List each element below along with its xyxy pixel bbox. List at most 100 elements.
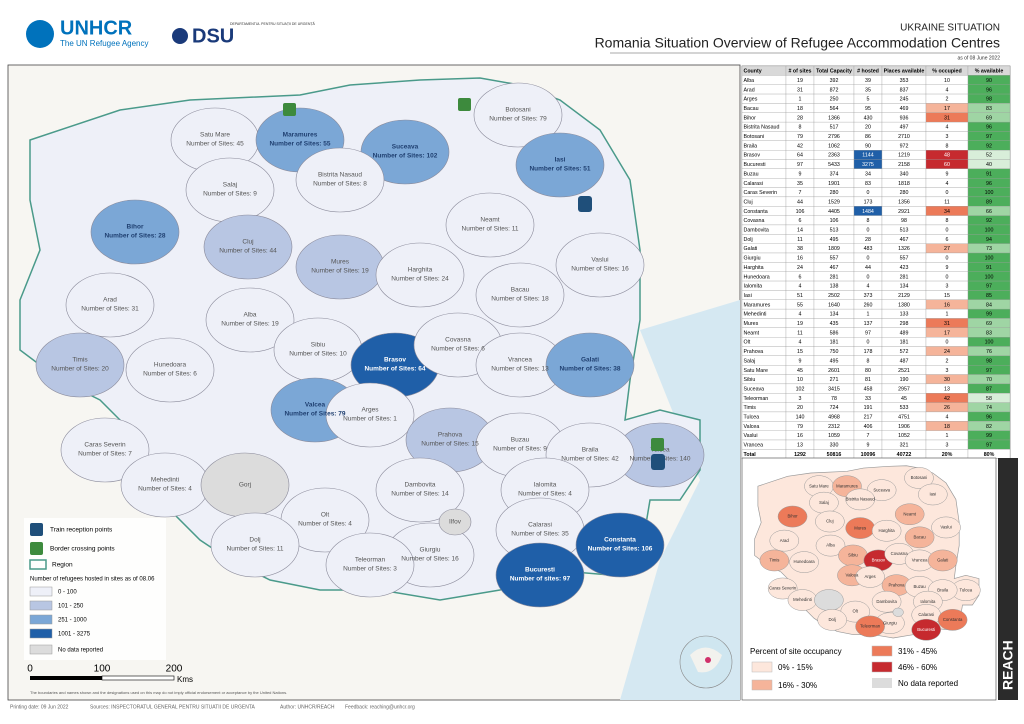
legend-train xyxy=(30,523,43,536)
train-icon xyxy=(651,454,665,470)
table-text: 2129 xyxy=(898,293,910,299)
minimap-label: Arges xyxy=(865,574,876,579)
table-text: 10096 xyxy=(861,452,876,458)
minimap-county xyxy=(918,483,948,506)
minimap-county xyxy=(871,590,902,613)
county-name: Cluj xyxy=(242,239,253,246)
table-text: 0 xyxy=(946,190,949,196)
table-text: 330 xyxy=(830,443,839,449)
county-sites: Number of Sites: 79 xyxy=(489,116,547,123)
table-text: 96 xyxy=(986,125,992,131)
county-sites: Number of Sites: 31 xyxy=(81,306,139,313)
county xyxy=(555,232,645,298)
icons xyxy=(283,98,665,470)
table-text: 0 xyxy=(946,256,949,262)
minimap-label: Vrancea xyxy=(912,558,928,563)
table-text: 4 xyxy=(946,87,949,93)
county-name: Covasna xyxy=(445,337,471,344)
table-text: Constanta xyxy=(744,209,768,215)
table-text: Iasi xyxy=(744,293,752,299)
minimap-label: Constanta xyxy=(943,617,963,622)
table-text: Prahova xyxy=(744,349,764,355)
table-text: 69 xyxy=(986,321,992,327)
legend-text: 16% - 30% xyxy=(778,681,817,690)
table-text: 91 xyxy=(986,171,992,177)
county-sites: Number of Sites: 42 xyxy=(561,456,619,463)
table-text: 260 xyxy=(864,302,873,308)
border-icon xyxy=(458,98,471,111)
table-text: 9 xyxy=(946,171,949,177)
table-text: 96 xyxy=(986,181,992,187)
table-text: 495 xyxy=(830,358,839,364)
border-icon xyxy=(283,103,296,116)
scale-seg xyxy=(30,676,102,680)
table-text: 78 xyxy=(831,396,837,402)
minimap-county xyxy=(937,609,968,631)
table-text: 97 xyxy=(986,284,992,290)
county-sites: Number of Sites: 16 xyxy=(571,266,629,273)
table-text: 19 xyxy=(797,321,803,327)
county xyxy=(35,332,125,398)
table-text: Teleorman xyxy=(744,396,769,402)
minimap-county xyxy=(777,505,808,528)
minimap-label: Mures xyxy=(854,525,866,530)
footer-text: Feedback: reaching@unhcr.org xyxy=(345,704,415,710)
table-text: 271 xyxy=(830,377,839,383)
county-name: Caras Severin xyxy=(84,442,126,449)
table-text: Caras Severin xyxy=(744,190,778,196)
county-name: Brasov xyxy=(384,357,406,364)
minimap-county xyxy=(814,589,844,611)
table-text: 40722 xyxy=(897,452,912,458)
county-name: Alba xyxy=(243,312,256,319)
county-name: Calarasi xyxy=(528,522,552,529)
county-sites: Number of Sites: 4 xyxy=(298,521,352,528)
table-text: 55 xyxy=(797,302,803,308)
legend-region xyxy=(29,559,47,570)
county-sites: Number of Sites: 11 xyxy=(462,226,519,233)
county-sites: Number of Sites: 79 xyxy=(284,411,345,418)
table-text: 936 xyxy=(900,115,909,121)
minimap-legend: Percent of site occupancy 0% - 15% 16% - … xyxy=(750,645,958,691)
table-text: 74 xyxy=(986,405,992,411)
table-text: 374 xyxy=(830,171,839,177)
table-text: 1292 xyxy=(794,452,806,458)
table-text: 96 xyxy=(986,415,992,421)
county-sites: Number of Sites: 45 xyxy=(186,141,244,148)
minimap-label: Botosani xyxy=(911,475,928,480)
table-text: Calarasi xyxy=(744,181,763,187)
table-text: 467 xyxy=(900,237,909,243)
county-sites: Number of Sites: 51 xyxy=(529,166,590,173)
table-text: 11 xyxy=(944,199,950,205)
legend-swatch xyxy=(871,661,893,673)
table-text: 98 xyxy=(986,97,992,103)
minimap-county xyxy=(894,503,925,526)
footer: Printing date: 09 Jun 2022 Sources: INSP… xyxy=(10,704,415,710)
table-text: 80 xyxy=(865,368,871,374)
county-sites: Number of Sites: 13 xyxy=(491,366,549,373)
table-text: Bistrita Nasaud xyxy=(744,125,780,131)
county xyxy=(203,214,293,280)
minimap-label: Salaj xyxy=(819,500,829,505)
table-text: 66 xyxy=(986,209,992,215)
table-text: 17 xyxy=(944,330,950,336)
county xyxy=(205,287,295,353)
table-text: 5 xyxy=(867,97,870,103)
legend-text: Region xyxy=(52,562,73,569)
minimap-label: Covasna xyxy=(891,551,909,556)
minimap-label: Arad xyxy=(780,538,790,543)
legend-text: 0 - 100 xyxy=(58,590,77,596)
table-text: 91 xyxy=(986,265,992,271)
county xyxy=(375,457,465,523)
table-text: 10 xyxy=(797,377,803,383)
county-name: Mehedinti xyxy=(151,477,179,484)
table-text: 18 xyxy=(797,106,803,112)
county-name: Dolj xyxy=(249,537,260,544)
table-text: Arad xyxy=(744,87,755,93)
legend-text: 31% - 45% xyxy=(898,647,937,656)
table-text: County xyxy=(744,69,762,75)
legend-text: 251 - 1000 xyxy=(58,618,87,624)
table-text: Ialomita xyxy=(744,284,763,290)
county-name: Gorj xyxy=(239,482,251,489)
table-text: 83 xyxy=(865,181,871,187)
table-text: 26 xyxy=(944,405,950,411)
